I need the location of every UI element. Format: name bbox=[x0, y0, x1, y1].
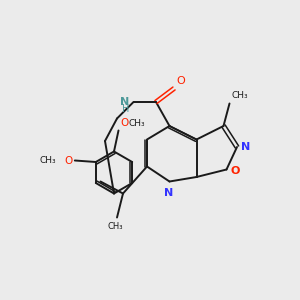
Text: O: O bbox=[120, 118, 128, 128]
Text: O: O bbox=[230, 166, 240, 176]
Text: N: N bbox=[241, 142, 250, 152]
Text: N: N bbox=[120, 97, 130, 107]
Text: CH₃: CH₃ bbox=[231, 91, 247, 100]
Text: CH₃: CH₃ bbox=[108, 222, 123, 231]
Text: CH₃: CH₃ bbox=[128, 119, 145, 128]
Text: CH₃: CH₃ bbox=[39, 156, 56, 165]
Text: O: O bbox=[64, 155, 72, 166]
Text: H: H bbox=[122, 103, 130, 114]
Text: N: N bbox=[164, 188, 173, 197]
Text: O: O bbox=[176, 76, 185, 86]
